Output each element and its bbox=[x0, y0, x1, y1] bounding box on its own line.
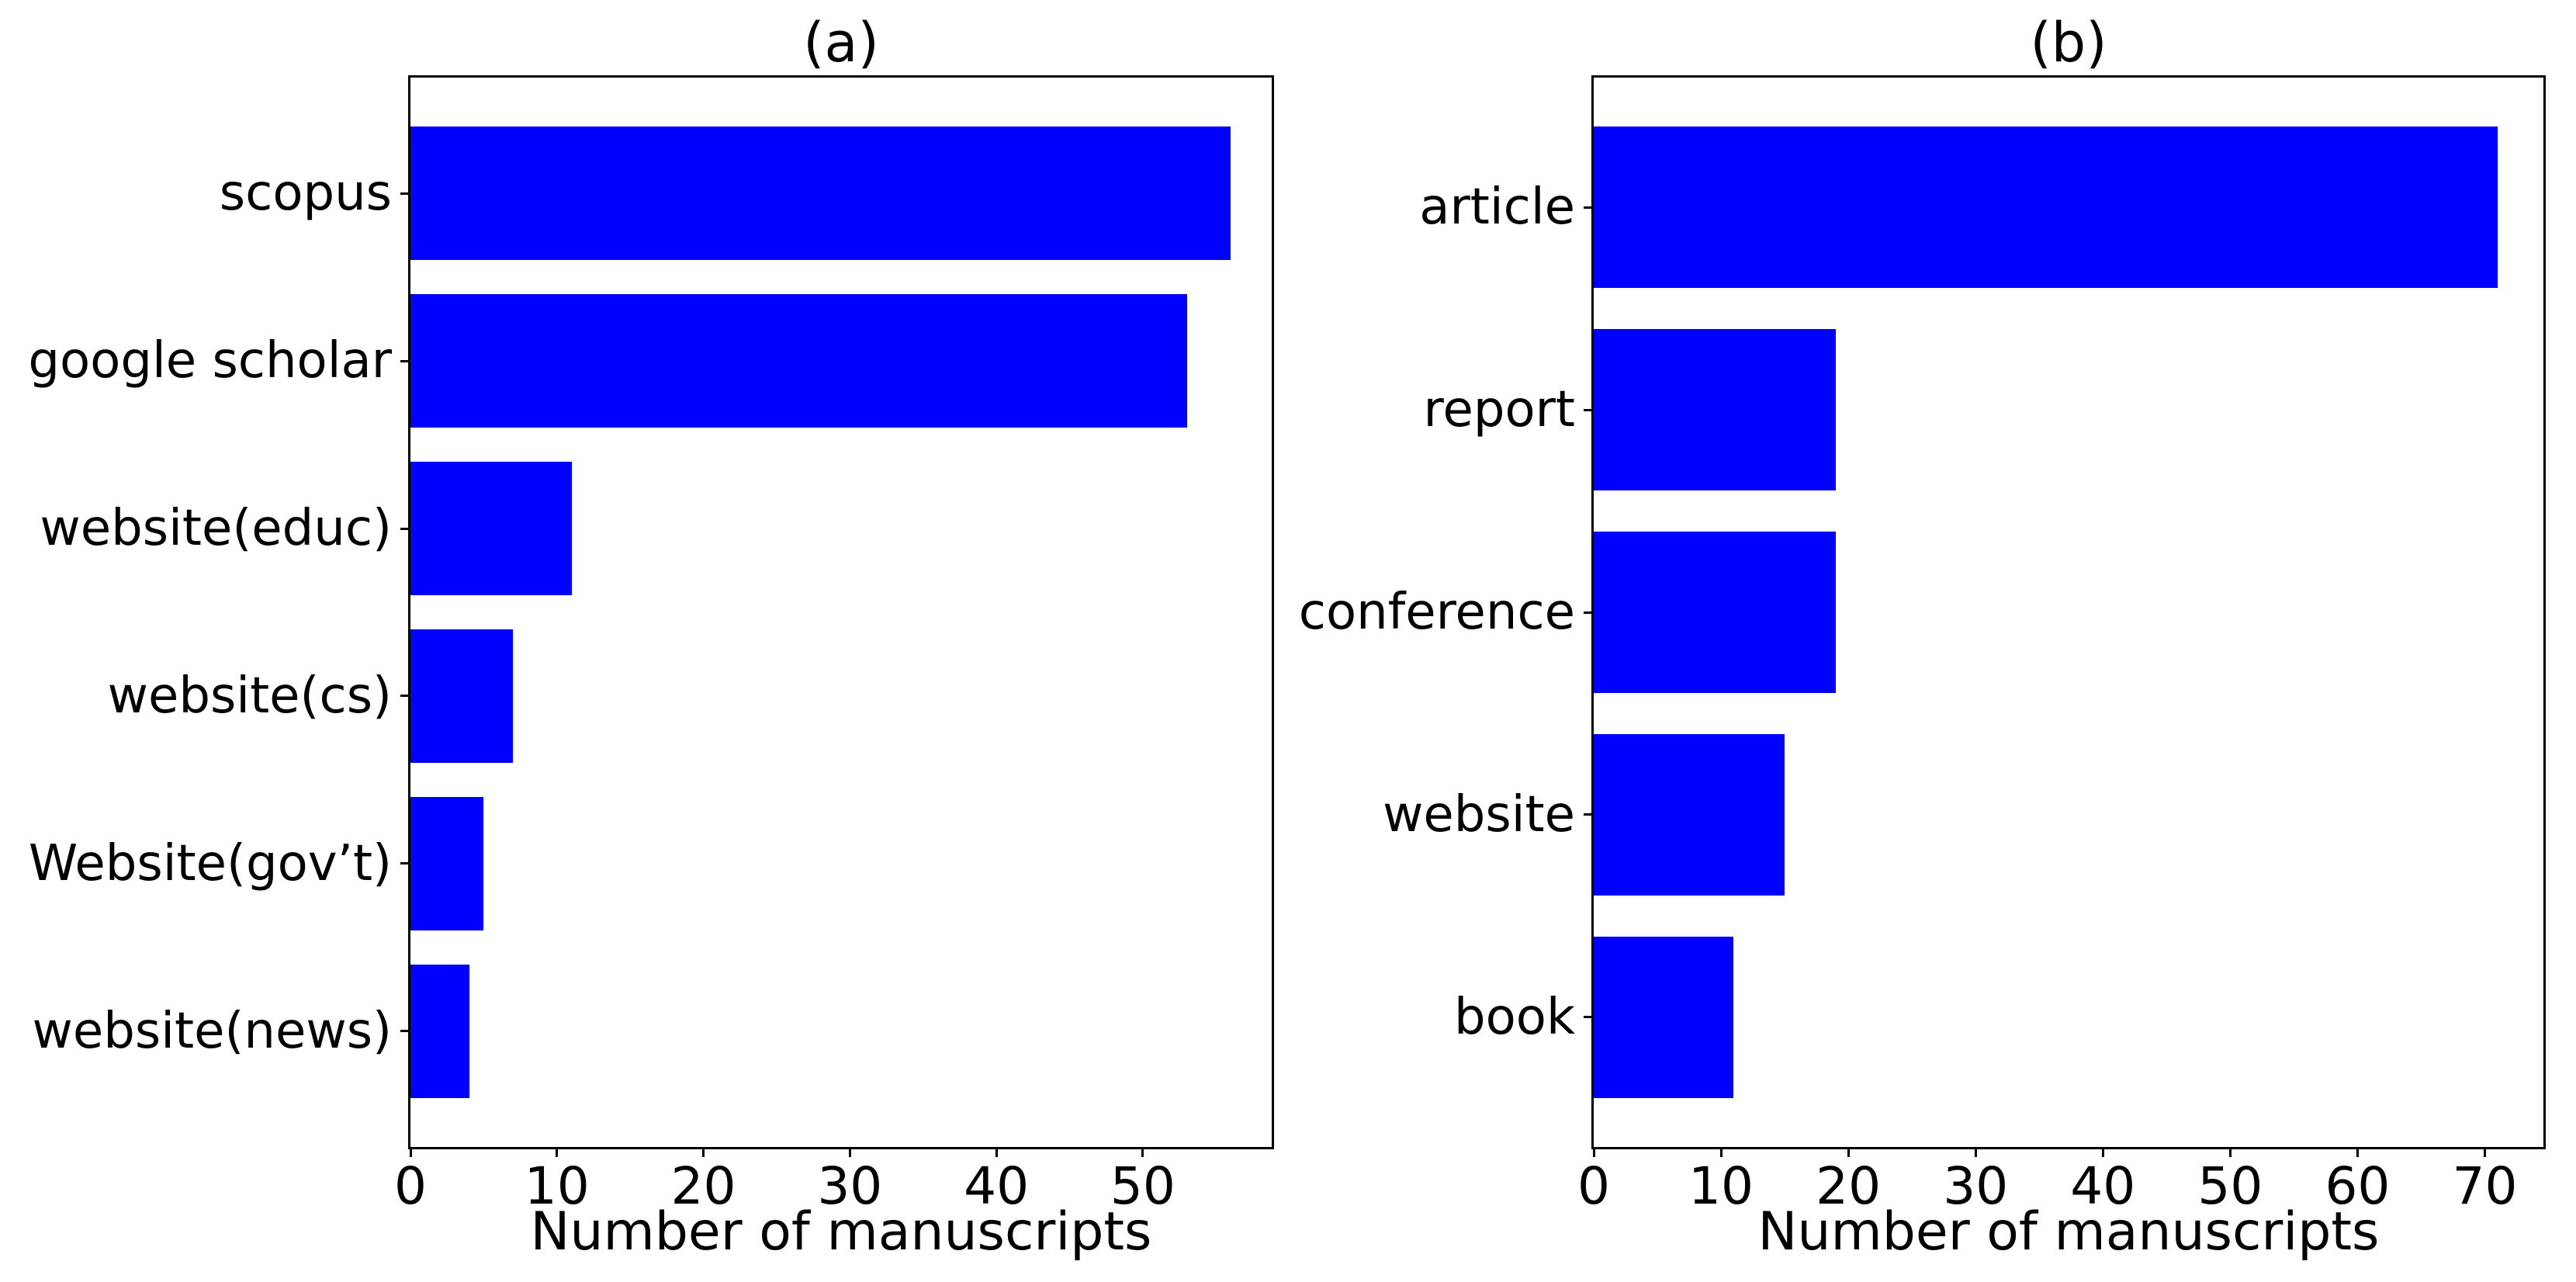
x-tick-label: 40 bbox=[2070, 1156, 2136, 1216]
bar-report bbox=[1594, 328, 1836, 491]
y-tick-mark bbox=[400, 862, 410, 865]
category-label: website bbox=[1383, 785, 1575, 844]
x-tick-mark bbox=[2484, 1147, 2487, 1157]
bar-google-scholar bbox=[410, 293, 1187, 428]
x-tick-label: 0 bbox=[1577, 1156, 1610, 1216]
category-label: scopus bbox=[219, 165, 392, 223]
x-tick-label: 40 bbox=[964, 1156, 1030, 1216]
subplot-b-xaxis-label: Number of manuscripts bbox=[1757, 1201, 2380, 1263]
bar-conference bbox=[1594, 531, 1836, 694]
bar-website-news- bbox=[410, 964, 469, 1099]
category-label: website(news) bbox=[32, 1002, 393, 1060]
x-tick-label: 50 bbox=[1110, 1156, 1175, 1216]
y-tick-mark bbox=[1584, 206, 1594, 209]
plot-area-a: (a) Number of manuscripts scopus google s… bbox=[28, 16, 1274, 1259]
x-tick-mark bbox=[2228, 1147, 2231, 1157]
category-label: website(cs) bbox=[107, 667, 392, 725]
x-tick-mark bbox=[556, 1147, 559, 1157]
x-tick-label: 70 bbox=[2452, 1156, 2518, 1216]
category-label: website(educ) bbox=[40, 500, 392, 557]
y-tick-mark bbox=[400, 1030, 410, 1033]
y-tick-mark bbox=[1584, 611, 1594, 614]
x-tick-mark bbox=[1847, 1147, 1850, 1157]
plot-area-b: (b) Number of manuscripts article report c… bbox=[1299, 16, 2546, 1259]
category-label: article bbox=[1419, 178, 1575, 237]
x-tick-mark bbox=[2356, 1147, 2359, 1157]
bar-website bbox=[1594, 733, 1785, 896]
x-tick-label: 20 bbox=[670, 1156, 736, 1216]
x-tick-mark bbox=[702, 1147, 705, 1157]
y-tick-mark bbox=[400, 192, 410, 195]
category-label: book bbox=[1454, 988, 1575, 1046]
x-tick-label: 50 bbox=[2197, 1156, 2263, 1216]
subplot-a-xaxis-label: Number of manuscripts bbox=[530, 1201, 1152, 1263]
bar-scopus bbox=[410, 126, 1231, 261]
y-tick-mark bbox=[1584, 408, 1594, 411]
y-tick-mark bbox=[400, 695, 410, 698]
bar-website-gov-t- bbox=[410, 796, 484, 931]
subplot-b-title: (b) bbox=[2030, 11, 2107, 74]
bar-website-educ- bbox=[410, 461, 572, 596]
x-tick-mark bbox=[995, 1147, 998, 1157]
y-tick-mark bbox=[1584, 1016, 1594, 1019]
x-tick-mark bbox=[2101, 1147, 2104, 1157]
x-tick-label: 20 bbox=[1816, 1156, 1882, 1216]
category-label: conference bbox=[1298, 584, 1575, 641]
x-tick-label: 30 bbox=[1943, 1156, 2009, 1216]
x-tick-mark bbox=[1141, 1147, 1144, 1157]
y-tick-mark bbox=[400, 527, 410, 530]
category-label: google scholar bbox=[28, 332, 392, 390]
x-tick-mark bbox=[409, 1147, 412, 1157]
bar-website-cs- bbox=[410, 629, 514, 764]
x-tick-mark bbox=[848, 1147, 851, 1157]
bar-book bbox=[1594, 936, 1734, 1099]
x-tick-mark bbox=[1719, 1147, 1723, 1157]
x-tick-label: 30 bbox=[817, 1156, 883, 1216]
category-label: report bbox=[1423, 381, 1575, 438]
x-tick-mark bbox=[1974, 1147, 1977, 1157]
y-tick-mark bbox=[400, 359, 410, 362]
x-tick-label: 10 bbox=[1688, 1156, 1754, 1216]
x-tick-label: 0 bbox=[394, 1156, 427, 1216]
bar-article bbox=[1594, 126, 2498, 289]
y-tick-mark bbox=[1584, 813, 1594, 816]
x-tick-label: 10 bbox=[524, 1156, 590, 1216]
category-label: Website(gov’t) bbox=[28, 834, 392, 892]
subplot-a-title: (a) bbox=[803, 11, 879, 74]
x-tick-label: 60 bbox=[2325, 1156, 2391, 1216]
x-tick-mark bbox=[1592, 1147, 1595, 1157]
